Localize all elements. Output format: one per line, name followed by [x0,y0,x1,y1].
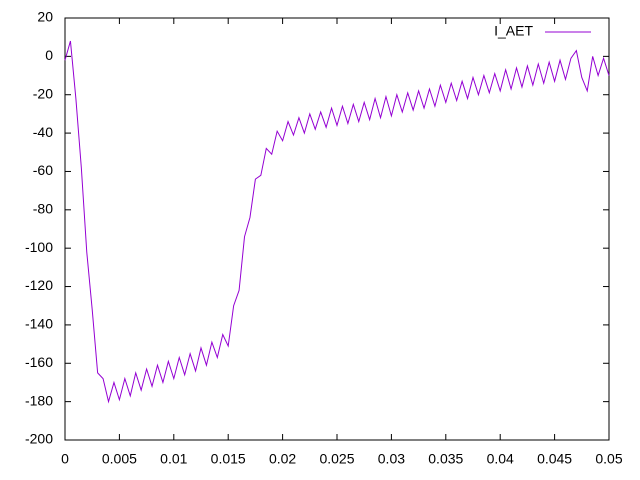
x-tick-label: 0.015 [211,451,246,467]
x-tick-label: 0.03 [378,451,405,467]
y-tick-label: -20 [33,85,53,101]
y-tick-label: -180 [25,392,53,408]
y-tick-label: -100 [25,239,53,255]
plot-border [64,17,610,441]
x-tick-label: 0.045 [537,451,572,467]
y-tick-label: -160 [25,354,53,370]
x-tick-label: 0.02 [269,451,296,467]
x-tick-label: 0.01 [160,451,187,467]
y-tick-label: -120 [25,277,53,293]
data-line [64,40,610,404]
x-tick-label: 0.05 [595,451,622,467]
y-tick-label: -80 [33,201,53,217]
y-tick-label: -140 [25,316,53,332]
x-tick-label: 0.04 [487,451,514,467]
x-tick-label: 0.035 [428,451,463,467]
y-tick-label: -40 [33,124,53,140]
x-tick-label: 0 [61,451,69,467]
y-tick-label: -60 [33,162,53,178]
legend-label: I_AET [494,23,533,39]
y-tick-label: 0 [45,47,53,63]
y-tick-label: -200 [25,431,53,447]
x-tick-label: 0.025 [319,451,354,467]
x-tick-label: 0.005 [102,451,137,467]
y-tick-label: 20 [37,9,53,25]
